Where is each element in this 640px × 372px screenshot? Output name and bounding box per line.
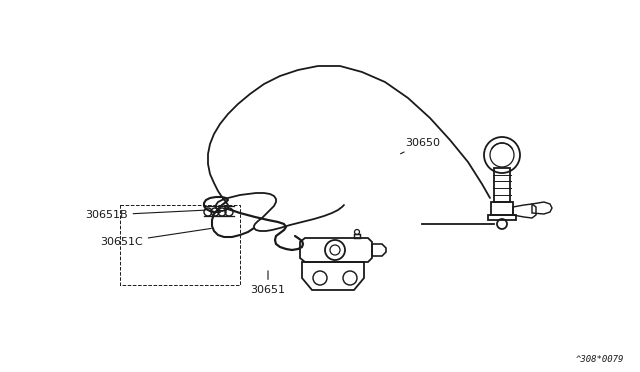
Text: 30650: 30650 bbox=[401, 138, 440, 154]
Text: 30651: 30651 bbox=[250, 271, 285, 295]
Text: 30651B: 30651B bbox=[85, 210, 205, 220]
Text: 30651C: 30651C bbox=[100, 228, 211, 247]
Text: ^308*0079: ^308*0079 bbox=[575, 355, 624, 364]
